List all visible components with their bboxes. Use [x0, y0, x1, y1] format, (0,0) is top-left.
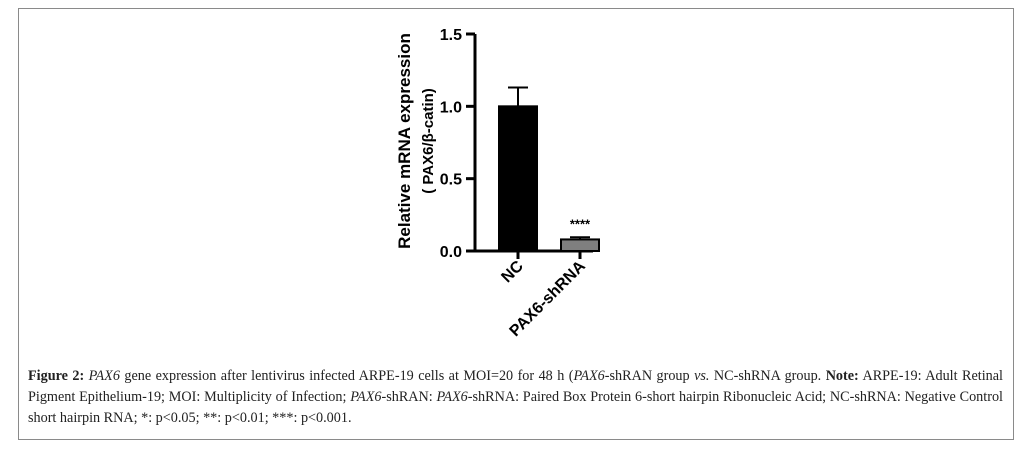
caption-gene-4: PAX6: [436, 389, 468, 405]
y-tick-label: 0.0: [440, 244, 462, 261]
significance-label: ****: [570, 216, 591, 231]
y-tick-label: 1.5: [440, 27, 462, 44]
caption-text-5: -shRAN:: [381, 389, 437, 405]
y-axis-label-line2: ( PAX6/β-catin): [420, 88, 437, 194]
y-axis-label: Relative mRNA expression ( PAX6/β-catin): [395, 33, 437, 249]
figure-caption: Figure 2: PAX6 gene expression after len…: [28, 366, 1003, 429]
caption-text-3: NC-shRNA group.: [709, 368, 826, 384]
caption-gene-2: PAX6: [573, 368, 605, 384]
y-tick-label: 1.0: [440, 99, 462, 116]
bar-chart: Relative mRNA expression ( PAX6/β-catin)…: [395, 27, 600, 340]
category-label: NC: [498, 257, 527, 286]
caption-gene-1: PAX6: [88, 368, 120, 384]
bars: ****: [498, 86, 600, 253]
bar-nc: [498, 105, 538, 253]
caption-note-label: Note:: [825, 368, 859, 384]
caption-label: Figure 2:: [28, 368, 85, 384]
caption-text-4: ARPE-19: Adult Retinal Pigment Epitheliu…: [28, 368, 1003, 405]
caption-text-2: -shRAN group: [604, 368, 695, 384]
y-axis: 0.0 0.5 1.0 1.5: [440, 27, 477, 261]
caption-text-1: gene expression after lentivirus infecte…: [119, 368, 574, 384]
caption-vs: vs.: [694, 368, 710, 384]
y-axis-label-line1: Relative mRNA expression: [395, 33, 414, 249]
x-axis: [473, 249, 593, 259]
y-tick-label: 0.5: [440, 172, 462, 189]
caption-text-6: -shRNA: Paired Box Protein 6-short hairp…: [28, 389, 1003, 426]
bar-pax6-shrna: [560, 238, 600, 252]
caption-gene-3: PAX6: [350, 389, 382, 405]
